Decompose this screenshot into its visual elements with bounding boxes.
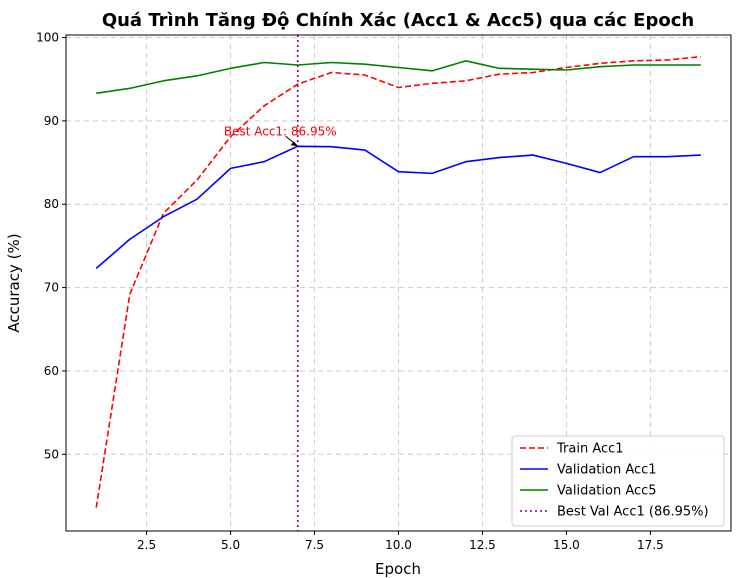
x-axis-label: Epoch — [375, 560, 421, 578]
series-line-validation-acc5 — [96, 60, 701, 95]
best-acc-annotation: Best Acc1: 86.95% — [224, 125, 337, 139]
y-tick-label: 80 — [44, 197, 59, 211]
y-axis-label: Accuracy (%) — [5, 233, 23, 332]
x-tick-label: 15.0 — [553, 538, 580, 552]
x-axis-ticks: 2.5 5.0 7.5 10.0 12.5 15.0 17.5 — [137, 531, 664, 552]
y-tick-label: 100 — [36, 31, 59, 45]
legend-label: Validation Acc5 — [557, 484, 657, 499]
annotation-arrow-head — [290, 141, 298, 147]
legend-label: Validation Acc1 — [557, 463, 657, 478]
x-tick-label: 7.5 — [305, 538, 324, 552]
y-tick-label: 70 — [44, 281, 59, 295]
legend-label: Train Acc1 — [556, 442, 624, 457]
annotation-layer: Best Acc1: 86.95% — [224, 125, 337, 147]
x-tick-label: 5.0 — [221, 538, 240, 552]
x-tick-label: 2.5 — [137, 538, 156, 552]
x-tick-label: 12.5 — [469, 538, 496, 552]
series-layer — [95, 55, 701, 508]
y-tick-label: 50 — [44, 447, 59, 461]
y-tick-label: 60 — [44, 364, 59, 378]
legend-box — [511, 435, 725, 527]
grid-lines — [66, 35, 731, 531]
x-tick-label: 17.5 — [637, 538, 664, 552]
x-tick-label: 10.0 — [385, 538, 412, 552]
series-line-train-acc1 — [95, 55, 701, 508]
legend-label: Best Val Acc1 (86.95%) — [557, 505, 709, 520]
series-line-validation-acc1 — [95, 145, 701, 270]
chart-title: Quá Trình Tăng Độ Chính Xác (Acc1 & Acc5… — [102, 10, 694, 31]
y-axis-ticks: 50 60 70 80 90 100 — [36, 31, 66, 461]
y-tick-label: 90 — [44, 114, 59, 128]
legend: Train Acc1 Validation Acc1 Validation Acc5… — [511, 435, 725, 527]
